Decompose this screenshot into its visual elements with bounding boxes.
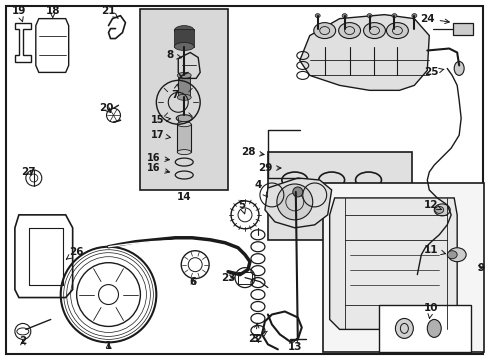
Ellipse shape	[427, 319, 440, 337]
Ellipse shape	[453, 62, 463, 75]
Ellipse shape	[395, 319, 412, 338]
Circle shape	[276, 184, 312, 220]
Text: 23: 23	[221, 273, 235, 283]
Text: 27: 27	[21, 167, 36, 177]
Bar	[178, 75, 190, 97]
Ellipse shape	[174, 26, 194, 36]
Bar	[452, 23, 472, 35]
Ellipse shape	[315, 14, 320, 18]
Text: 4: 4	[254, 180, 267, 197]
Text: 2: 2	[19, 336, 26, 346]
Ellipse shape	[391, 14, 396, 18]
Ellipse shape	[434, 206, 443, 213]
Text: 29: 29	[257, 163, 281, 173]
Text: 28: 28	[240, 147, 264, 157]
Text: 21: 21	[101, 6, 118, 18]
Text: 6: 6	[189, 276, 197, 287]
Ellipse shape	[447, 251, 456, 259]
Text: 1: 1	[105, 341, 112, 351]
Ellipse shape	[174, 42, 194, 50]
Ellipse shape	[176, 115, 192, 122]
Text: 17: 17	[150, 130, 170, 140]
Ellipse shape	[313, 23, 335, 39]
Text: 7: 7	[171, 84, 179, 100]
Bar	[174, 28, 194, 46]
Circle shape	[292, 187, 302, 197]
Bar	[140, 9, 227, 190]
Ellipse shape	[338, 23, 360, 39]
Bar	[177, 124, 191, 152]
Text: 24: 24	[419, 14, 448, 24]
Text: 26: 26	[66, 247, 84, 259]
Text: 8: 8	[166, 50, 181, 60]
Polygon shape	[329, 198, 456, 329]
Text: 16: 16	[146, 163, 169, 173]
Ellipse shape	[411, 14, 416, 18]
Text: 22: 22	[247, 331, 267, 345]
Bar	[322, 183, 483, 352]
Text: 14: 14	[177, 192, 191, 202]
Text: 13: 13	[287, 338, 302, 352]
Polygon shape	[264, 178, 331, 228]
Ellipse shape	[177, 122, 191, 127]
Polygon shape	[299, 15, 428, 90]
Bar	[238, 272, 251, 284]
Text: 20: 20	[99, 103, 114, 113]
Text: 19: 19	[12, 6, 26, 22]
Bar	[267, 152, 411, 240]
Ellipse shape	[366, 14, 371, 18]
Bar	[379, 305, 470, 352]
Ellipse shape	[386, 23, 407, 39]
Text: 25: 25	[423, 67, 443, 77]
Ellipse shape	[447, 248, 465, 262]
Text: 3: 3	[251, 323, 258, 345]
Ellipse shape	[433, 204, 449, 216]
Ellipse shape	[177, 150, 191, 154]
Text: 16: 16	[146, 153, 169, 163]
Text: 11: 11	[423, 245, 445, 255]
Ellipse shape	[177, 72, 191, 78]
Text: 5: 5	[238, 200, 245, 214]
Text: 10: 10	[423, 302, 438, 319]
Ellipse shape	[363, 23, 385, 39]
Text: 18: 18	[45, 6, 60, 18]
Text: 15: 15	[150, 115, 170, 125]
Ellipse shape	[177, 94, 191, 100]
Text: 9: 9	[477, 263, 484, 273]
Text: 12: 12	[423, 200, 441, 210]
Ellipse shape	[342, 14, 346, 18]
